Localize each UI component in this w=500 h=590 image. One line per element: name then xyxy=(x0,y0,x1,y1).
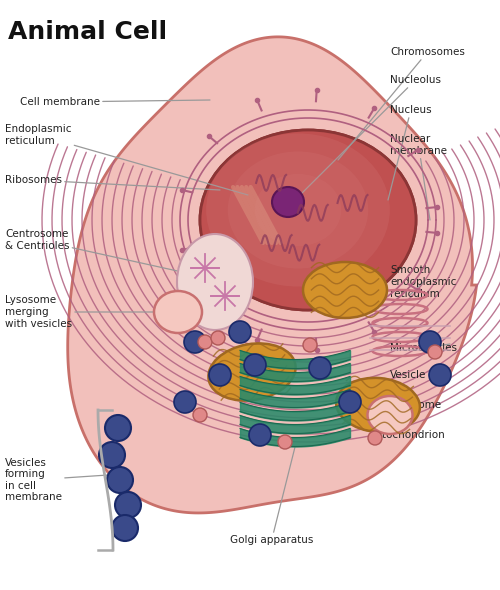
Ellipse shape xyxy=(184,331,206,353)
Ellipse shape xyxy=(237,161,379,279)
Ellipse shape xyxy=(336,378,420,432)
Ellipse shape xyxy=(274,192,342,248)
Text: Endoplasmic
reticulum: Endoplasmic reticulum xyxy=(5,124,248,195)
Ellipse shape xyxy=(303,262,387,318)
Ellipse shape xyxy=(303,338,317,352)
Ellipse shape xyxy=(154,291,202,333)
Ellipse shape xyxy=(228,152,368,268)
Ellipse shape xyxy=(193,408,207,422)
Ellipse shape xyxy=(309,357,331,379)
Ellipse shape xyxy=(368,431,382,445)
Ellipse shape xyxy=(419,331,441,353)
Text: Ribosomes: Ribosomes xyxy=(5,175,220,190)
Ellipse shape xyxy=(286,202,330,238)
Ellipse shape xyxy=(99,442,125,468)
Text: Nucleolus: Nucleolus xyxy=(298,75,441,197)
Ellipse shape xyxy=(174,391,196,413)
Text: Animal Cell: Animal Cell xyxy=(8,20,167,44)
Ellipse shape xyxy=(278,435,292,449)
Ellipse shape xyxy=(262,182,354,258)
Ellipse shape xyxy=(244,354,266,376)
Text: Nucleus: Nucleus xyxy=(388,105,432,200)
Text: Vesicle: Vesicle xyxy=(390,370,440,380)
Text: Mitochondrion: Mitochondrion xyxy=(370,422,445,440)
Ellipse shape xyxy=(229,321,251,343)
Ellipse shape xyxy=(250,171,366,269)
Ellipse shape xyxy=(255,174,341,246)
Text: Lysosome
merging
with vesicles: Lysosome merging with vesicles xyxy=(5,296,158,329)
Ellipse shape xyxy=(428,345,442,359)
Text: Microtubules: Microtubules xyxy=(390,343,457,353)
Text: Lysosome: Lysosome xyxy=(390,400,441,415)
Ellipse shape xyxy=(211,331,225,345)
Ellipse shape xyxy=(177,234,253,330)
Ellipse shape xyxy=(198,335,212,349)
Ellipse shape xyxy=(272,187,304,217)
Text: Cell membrane: Cell membrane xyxy=(20,97,210,107)
Ellipse shape xyxy=(206,133,390,287)
Text: Vesicles
forming
in cell
membrane: Vesicles forming in cell membrane xyxy=(5,458,108,503)
Text: Chromosomes: Chromosomes xyxy=(338,47,465,160)
Ellipse shape xyxy=(224,150,392,290)
Ellipse shape xyxy=(112,515,138,541)
Ellipse shape xyxy=(200,130,416,310)
Ellipse shape xyxy=(105,415,131,441)
Text: Centrosome
& Centrioles: Centrosome & Centrioles xyxy=(5,229,182,272)
Ellipse shape xyxy=(209,364,231,386)
Text: Nuclear
membrane: Nuclear membrane xyxy=(390,134,447,220)
Ellipse shape xyxy=(107,467,133,493)
Ellipse shape xyxy=(339,391,361,413)
Ellipse shape xyxy=(189,299,219,325)
Ellipse shape xyxy=(115,492,141,518)
Ellipse shape xyxy=(208,343,296,401)
Ellipse shape xyxy=(429,364,451,386)
Text: Golgi apparatus: Golgi apparatus xyxy=(230,447,314,545)
Text: Smooth
endoplasmic
reticulum: Smooth endoplasmic reticulum xyxy=(390,266,456,299)
Ellipse shape xyxy=(249,424,271,446)
Polygon shape xyxy=(68,37,476,513)
Ellipse shape xyxy=(212,140,404,300)
Ellipse shape xyxy=(200,130,416,310)
Ellipse shape xyxy=(368,396,412,434)
